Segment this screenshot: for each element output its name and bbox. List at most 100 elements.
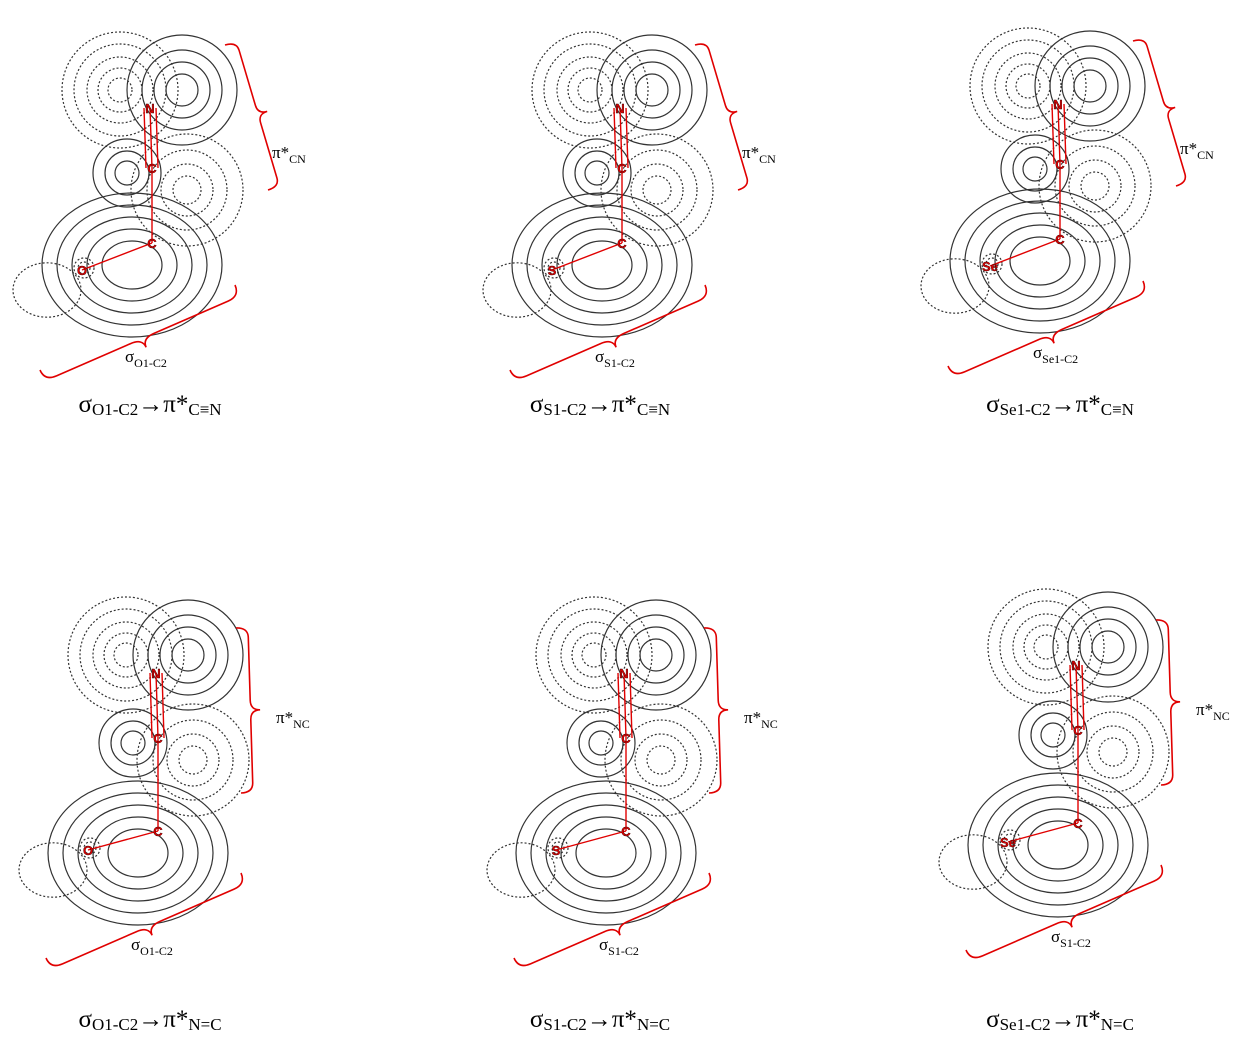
contour (532, 32, 648, 148)
pi-symbol: π* (1180, 139, 1197, 158)
brace (695, 44, 747, 190)
contour (544, 44, 636, 136)
sigma-subscript: O1-C2 (140, 944, 173, 958)
sigma-subscript: S1-C2 (608, 944, 639, 958)
pi-label: π*NC (744, 708, 778, 731)
contour (546, 805, 666, 901)
contour (605, 704, 717, 816)
caption-sigma: σ (530, 391, 544, 418)
contour (19, 843, 87, 897)
contour (93, 817, 183, 889)
bond (1076, 665, 1078, 730)
figure: NCCOπ*CNσO1-C2σO1-C2→π*C≡NNCCSπ*CNσS1-C2… (0, 0, 1257, 1041)
contour (1099, 738, 1127, 766)
contour (589, 731, 613, 755)
caption-pi-sub: C≡N (1101, 400, 1134, 419)
atom-label: Se (982, 259, 998, 274)
bond (156, 673, 158, 738)
contour (1006, 64, 1050, 108)
contour (78, 805, 198, 901)
contour (980, 213, 1100, 309)
caption-arrow: →π* (1051, 1006, 1101, 1033)
sigma-subscript: Se1-C2 (1042, 352, 1078, 366)
contour (561, 622, 627, 688)
sigma-label: σS1-C2 (595, 347, 635, 370)
atom-label: Se (1000, 835, 1016, 850)
sigma-label: σO1-C2 (131, 935, 173, 958)
contour (647, 746, 675, 774)
caption-sigma: σ (530, 1006, 544, 1033)
pi-symbol: π* (272, 143, 289, 162)
contour (542, 217, 662, 313)
contour (1073, 712, 1153, 792)
contour (1053, 592, 1163, 702)
caption-sigma-sub: S1-C2 (543, 400, 586, 419)
caption-pi-sub: C≡N (637, 400, 670, 419)
sigma-symbol: σ (595, 347, 604, 366)
contour (1087, 726, 1139, 778)
atom-label: N (151, 666, 160, 681)
contour (172, 639, 204, 671)
atom-label: O (77, 263, 87, 278)
contour (115, 161, 139, 185)
contour (131, 134, 243, 246)
caption-sigma-sub: Se1-C2 (1000, 1015, 1051, 1034)
contour (1013, 809, 1103, 881)
contour (635, 734, 687, 786)
contour (601, 134, 713, 246)
sigma-symbol: σ (131, 935, 140, 954)
atom-label: C (153, 824, 163, 839)
contour (585, 161, 609, 185)
caption-arrow: →π* (138, 391, 188, 418)
contour (1057, 696, 1169, 808)
contour (93, 622, 159, 688)
contour (1062, 58, 1118, 114)
contour (160, 627, 216, 683)
contour (939, 835, 1007, 889)
sigma-symbol: σ (125, 347, 134, 366)
contour (1013, 614, 1079, 680)
caption: σSe1-C2→π*N=C (986, 1006, 1134, 1034)
pi-symbol: π* (742, 143, 759, 162)
caption: σS1-C2→π*N=C (530, 1006, 670, 1034)
page: {"panels": [ {"atoms": ["N", "C", "C", "… (0, 0, 1257, 1041)
contour (601, 600, 711, 710)
bond (162, 673, 164, 738)
pi-subscript: CN (289, 152, 306, 166)
contour (105, 151, 149, 195)
atom-label: C (1073, 723, 1083, 738)
caption-arrow: →π* (1051, 391, 1101, 418)
sigma-label: σS1-C2 (599, 935, 639, 958)
caption-sigma: σ (78, 391, 92, 418)
contour (87, 57, 153, 123)
contour (147, 150, 227, 230)
bond (1008, 823, 1078, 842)
pi-symbol: π* (744, 708, 761, 727)
caption: σS1-C2→π*C≡N (530, 391, 670, 419)
atom-label: C (617, 161, 627, 176)
atom-label: O (83, 843, 93, 858)
sigma-symbol: σ (599, 935, 608, 954)
contour (624, 62, 680, 118)
contour (1081, 172, 1109, 200)
contour (1041, 723, 1065, 747)
contour (1031, 713, 1075, 757)
contour (133, 600, 243, 710)
sigma-subscript: O1-C2 (134, 356, 167, 370)
caption-sigma-sub: O1-C2 (92, 400, 138, 419)
contour (557, 57, 623, 123)
contour (636, 74, 668, 106)
caption-arrow: →π* (138, 1006, 188, 1033)
pi-subscript: NC (761, 717, 778, 731)
caption-sigma-sub: O1-C2 (92, 1015, 138, 1034)
sigma-label: σSe1-C2 (1033, 343, 1078, 366)
caption-sigma-sub: S1-C2 (543, 1015, 586, 1034)
contour (572, 633, 616, 677)
atom-label: N (145, 101, 154, 116)
contour (121, 731, 145, 755)
atom-label: C (621, 731, 631, 746)
contour (575, 151, 619, 195)
contour-map (487, 597, 717, 925)
